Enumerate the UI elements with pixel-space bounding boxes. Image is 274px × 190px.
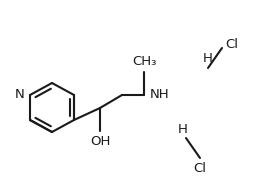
- Text: Cl: Cl: [193, 162, 207, 175]
- Text: OH: OH: [90, 135, 110, 148]
- Text: H: H: [178, 123, 188, 136]
- Text: N: N: [14, 89, 24, 101]
- Text: H: H: [203, 52, 213, 65]
- Text: CH₃: CH₃: [132, 55, 156, 68]
- Text: NH: NH: [150, 89, 170, 101]
- Text: Cl: Cl: [225, 37, 238, 51]
